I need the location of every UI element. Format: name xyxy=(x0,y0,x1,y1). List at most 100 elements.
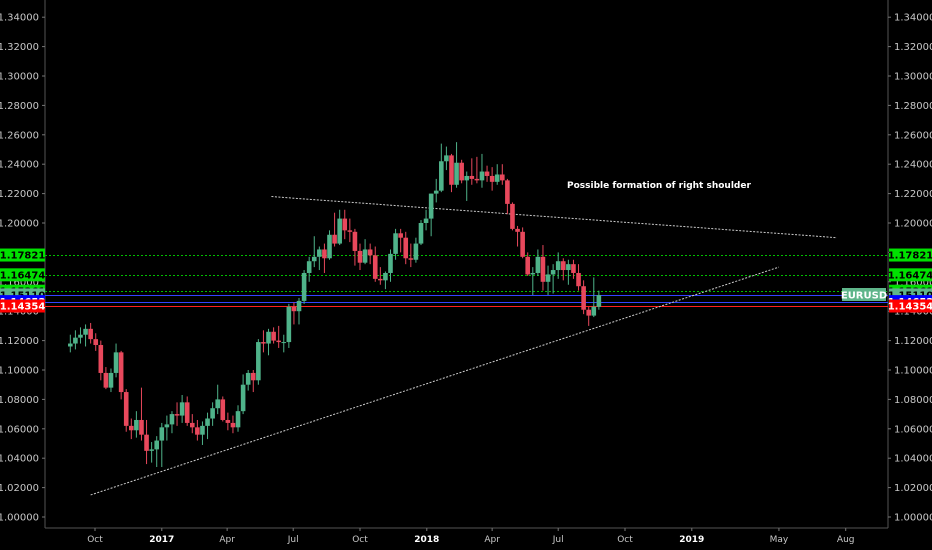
candle-body xyxy=(357,250,363,263)
candle xyxy=(398,228,403,253)
candle xyxy=(83,324,88,347)
candle xyxy=(149,442,154,463)
chart-annotation: Possible formation of right shoulder xyxy=(567,181,751,191)
candle xyxy=(591,277,597,318)
candle-body xyxy=(261,342,266,344)
candle xyxy=(68,334,73,353)
candle-body xyxy=(520,231,525,257)
level-lines xyxy=(45,255,888,307)
candle-body xyxy=(98,345,104,373)
candle-body xyxy=(123,392,129,426)
candle xyxy=(271,327,276,344)
candle-body xyxy=(118,352,124,393)
candle xyxy=(103,367,109,390)
candle-body xyxy=(530,272,536,275)
y-tick-label-right: 1.22000 xyxy=(894,189,932,200)
y-tick-label-left: 1.10000 xyxy=(0,366,39,377)
candle xyxy=(245,370,251,391)
candle-body xyxy=(388,253,393,273)
candle xyxy=(195,419,200,441)
candle-body xyxy=(383,272,388,281)
candle xyxy=(413,237,419,263)
candle-body xyxy=(393,233,398,254)
candle xyxy=(230,415,236,434)
candle xyxy=(474,156,480,184)
y-tick-label-left: 1.00000 xyxy=(0,513,39,524)
candle xyxy=(560,258,566,281)
candle xyxy=(535,249,541,276)
candle-body xyxy=(108,372,114,388)
candle xyxy=(108,368,114,393)
candle-body xyxy=(179,402,185,416)
candle xyxy=(174,402,180,426)
candle xyxy=(296,297,302,325)
candle-body xyxy=(159,427,165,441)
candle xyxy=(220,396,226,422)
level-label-bg-right xyxy=(889,248,932,262)
candle-body xyxy=(428,193,434,219)
candle-body xyxy=(439,161,444,191)
candle xyxy=(215,384,220,415)
candle xyxy=(428,193,434,237)
candle-body xyxy=(560,261,566,271)
level-label-right: 1.17821 xyxy=(888,251,932,262)
candle-body xyxy=(423,218,429,223)
level-label-right: 1.14354 xyxy=(888,301,932,312)
y-tick-label-right: 1.02000 xyxy=(894,483,932,494)
y-tick-label-right: 1.34000 xyxy=(894,13,932,24)
level-label-bg-left xyxy=(0,268,45,282)
candle xyxy=(159,422,165,468)
x-tick-label: 2018 xyxy=(414,535,439,545)
y-tick-label-left: 1.16000 xyxy=(0,277,39,288)
candle-body xyxy=(566,264,571,271)
candle xyxy=(281,334,287,353)
candle-body xyxy=(403,237,409,259)
x-tick-label: 2019 xyxy=(679,535,704,545)
y-tick-label-left: 1.26000 xyxy=(0,130,39,141)
y-tick-label-left: 1.24000 xyxy=(0,160,39,171)
candle-body xyxy=(235,411,241,428)
candle xyxy=(240,374,246,415)
candle xyxy=(525,252,531,276)
candle-body xyxy=(189,422,195,428)
candle xyxy=(317,246,322,271)
candle xyxy=(464,171,470,201)
candle-body xyxy=(545,274,551,282)
candle xyxy=(505,178,510,215)
candle-body xyxy=(372,255,378,279)
candle-body xyxy=(591,306,597,316)
candle xyxy=(510,202,515,231)
candle xyxy=(118,350,124,400)
y-tick-label-left: 1.04000 xyxy=(0,454,39,465)
candle xyxy=(581,280,586,315)
candle-body xyxy=(479,171,485,181)
symbol-tag: EURUSD xyxy=(841,288,887,302)
candle-body xyxy=(291,306,297,312)
candle-body xyxy=(332,234,337,244)
candle xyxy=(123,389,129,432)
candle-body xyxy=(494,174,500,182)
candle xyxy=(378,267,383,285)
candle xyxy=(322,243,327,273)
candle xyxy=(540,245,546,291)
candle-body xyxy=(184,402,190,423)
candle-body xyxy=(129,425,134,431)
candle-body xyxy=(271,331,276,341)
candle xyxy=(571,259,576,279)
level-label-left: 1.14354 xyxy=(0,301,45,312)
level-label-left: 1.16474 xyxy=(0,270,45,281)
candle-body xyxy=(352,231,358,251)
y-tick-label-left: 1.02000 xyxy=(0,483,39,494)
candle-body xyxy=(596,295,602,307)
candle xyxy=(576,264,581,291)
candle-body xyxy=(245,372,251,385)
candle-body xyxy=(250,372,256,381)
trendline-neckline xyxy=(271,196,838,239)
candle xyxy=(484,165,490,182)
y-tick-label-right: 1.20000 xyxy=(894,219,932,230)
candle xyxy=(250,370,256,393)
candle xyxy=(367,243,373,265)
candle-body xyxy=(78,334,83,338)
candle xyxy=(545,265,551,296)
candle xyxy=(301,270,307,304)
